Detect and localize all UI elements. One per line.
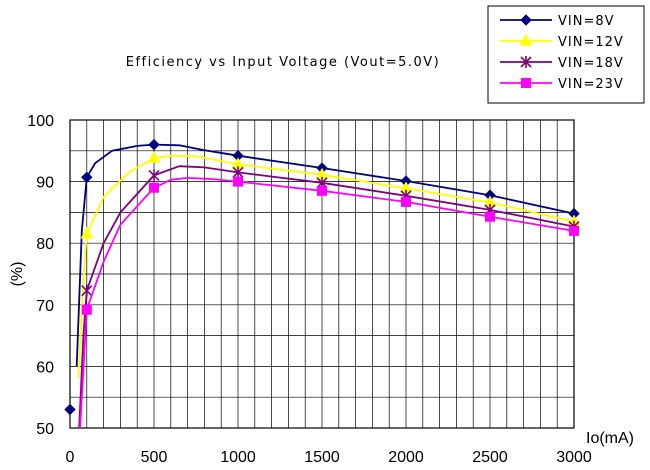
data-point xyxy=(148,138,160,151)
data-point xyxy=(81,304,92,315)
legend-label: VIN=12V xyxy=(558,35,624,50)
x-axis-label: Io(mA) xyxy=(586,430,634,447)
legend-box xyxy=(487,5,645,104)
data-point xyxy=(81,284,93,297)
data-point xyxy=(485,211,495,222)
data-point xyxy=(64,403,76,416)
data-point xyxy=(80,226,94,239)
data-point xyxy=(81,171,93,183)
y-tick-label: 80 xyxy=(36,236,54,253)
data-point xyxy=(520,56,532,68)
legend-label: VIN=18V xyxy=(558,56,624,71)
data-point xyxy=(317,185,327,196)
series-line xyxy=(79,177,575,429)
x-tick-label: 2000 xyxy=(388,449,424,466)
x-tick-labels: 0 500 1000 1500 2000 2500 3000 xyxy=(66,449,592,466)
chart-title: Efficiency vs Input Voltage (Vout=5.0V) xyxy=(126,55,441,70)
data-point xyxy=(569,225,579,236)
data-point xyxy=(232,166,244,179)
y-axis-label: (%) xyxy=(9,262,26,287)
legend-label: VIN=8V xyxy=(558,14,615,29)
x-tick-label: 0 xyxy=(66,449,75,466)
y-tick-label: 100 xyxy=(27,113,54,130)
data-point xyxy=(401,196,411,207)
data-point xyxy=(148,169,160,182)
legend: VIN=8V VIN=12V VIN=18V VIN=23V xyxy=(487,5,645,104)
x-tick-label: 1000 xyxy=(220,449,256,466)
data-point xyxy=(149,182,159,193)
x-tick-label: 1500 xyxy=(304,449,340,466)
y-tick-label: 70 xyxy=(36,298,54,315)
y-tick-label: 50 xyxy=(36,421,54,438)
x-tick-label: 3000 xyxy=(556,449,592,466)
data-point xyxy=(519,33,533,46)
plot-border xyxy=(69,119,575,429)
y-tick-label: 60 xyxy=(36,359,54,376)
x-tick-label: 2500 xyxy=(472,449,508,466)
data-point xyxy=(147,151,161,163)
grid-lines xyxy=(70,120,574,428)
series-4 xyxy=(79,176,579,429)
x-tick-label: 500 xyxy=(141,449,168,466)
data-point xyxy=(233,176,243,187)
data-point xyxy=(521,78,531,88)
legend-label: VIN=23V xyxy=(558,77,624,92)
series-group xyxy=(64,138,581,429)
data-point xyxy=(520,14,532,26)
y-tick-labels: 50 60 70 80 90 100 xyxy=(27,113,54,438)
y-tick-label: 90 xyxy=(36,175,54,192)
